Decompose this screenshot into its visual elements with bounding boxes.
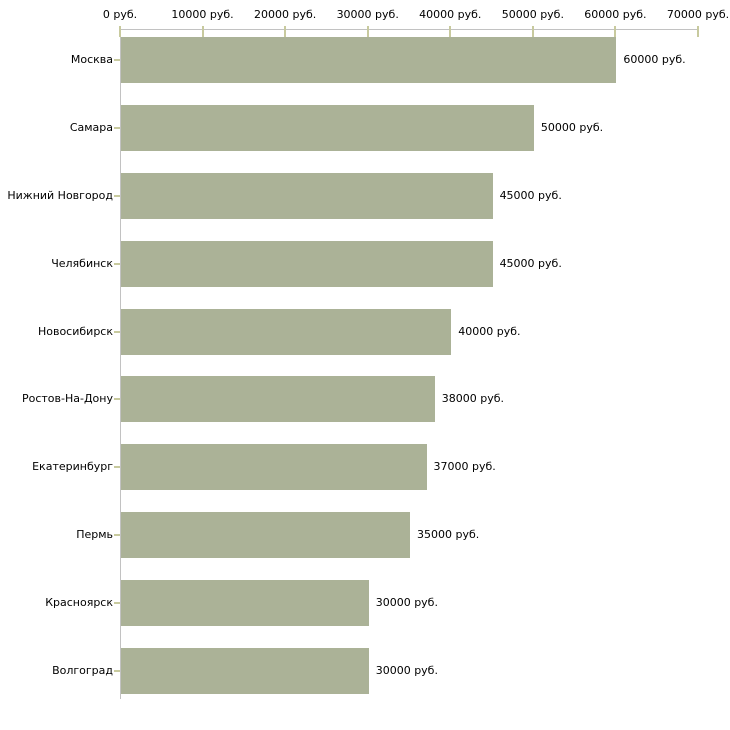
value-label: 38000 руб. (441, 392, 505, 406)
x-axis-tick (201, 26, 204, 37)
y-axis-tick (114, 194, 120, 197)
x-axis-tick (366, 26, 369, 37)
category-label: Самара (69, 120, 113, 134)
x-axis-tick-label: 50000 руб. (501, 8, 564, 21)
x-axis-tick-label: 70000 руб. (666, 8, 730, 21)
x-axis-tick (284, 26, 287, 37)
category-label: Пермь (76, 528, 113, 542)
y-axis-tick (114, 398, 120, 401)
x-axis-tick (119, 26, 121, 37)
y-axis-tick (114, 466, 120, 469)
x-axis-line (120, 29, 699, 30)
y-axis-tick (114, 59, 120, 61)
x-axis-tick-label: 40000 руб. (419, 8, 482, 21)
value-label: 30000 руб. (375, 664, 438, 677)
bar (121, 104, 534, 151)
y-axis-tick (114, 126, 120, 129)
x-axis-tick-label: 30000 руб. (336, 8, 399, 21)
category-label: Ростов-На-Дону (21, 392, 113, 406)
bar (121, 444, 427, 491)
x-axis-tick (697, 26, 699, 37)
value-label: 45000 руб. (499, 188, 562, 202)
category-label: Москва (70, 53, 113, 66)
bar (121, 240, 493, 287)
x-axis-tick (449, 26, 452, 37)
bar (121, 308, 452, 355)
category-label: Волгоград (52, 664, 113, 677)
y-axis-tick (114, 262, 120, 265)
y-axis-line (120, 29, 121, 699)
bar (121, 648, 369, 694)
value-label: 50000 руб. (540, 120, 604, 134)
value-label: 45000 руб. (499, 256, 562, 270)
category-label: Красноярск (45, 596, 113, 610)
category-label: Челябинск (51, 256, 113, 270)
bar (121, 37, 617, 83)
bar (121, 580, 369, 627)
x-axis-tick-label: 20000 руб. (254, 8, 317, 21)
x-axis-tick-label: 0 руб. (102, 8, 138, 21)
category-label: Екатеринбург (32, 460, 113, 474)
bar (121, 376, 435, 423)
x-axis-tick (614, 26, 617, 37)
bar (121, 172, 493, 219)
y-axis-tick (114, 602, 120, 605)
value-label: 30000 руб. (375, 596, 438, 610)
x-axis-tick (531, 26, 534, 37)
x-axis-tick-label: 60000 руб. (584, 8, 647, 21)
y-axis-tick (114, 330, 120, 333)
value-label: 40000 руб. (458, 324, 521, 338)
value-label: 37000 руб. (433, 460, 496, 474)
y-axis-tick (114, 670, 120, 672)
x-axis-tick-label: 10000 руб. (171, 8, 234, 21)
y-axis-tick (114, 534, 120, 537)
category-label: Нижний Новгород (7, 188, 113, 202)
bar (121, 512, 410, 559)
value-label: 35000 руб. (417, 528, 480, 542)
category-label: Новосибирск (37, 324, 113, 338)
value-label: 60000 руб. (623, 53, 686, 66)
